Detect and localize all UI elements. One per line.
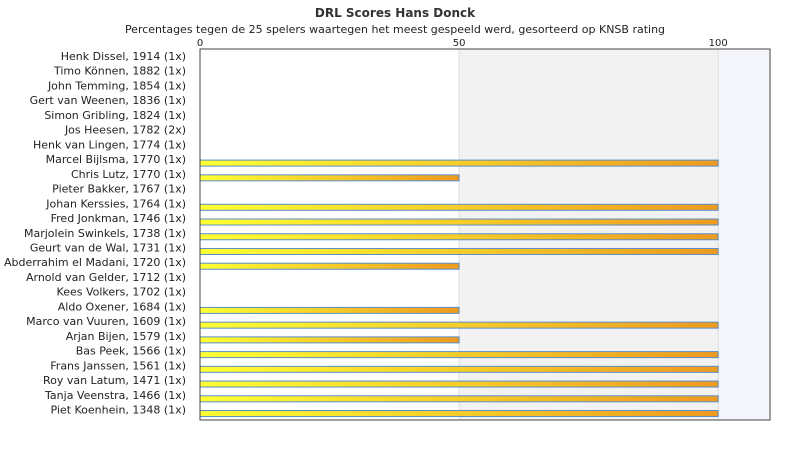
category-label: Arjan Bijen, 1579 (1x) bbox=[66, 330, 186, 343]
category-label: Marcel Bijlsma, 1770 (1x) bbox=[46, 153, 186, 166]
bar bbox=[199, 262, 460, 270]
bar bbox=[199, 218, 719, 226]
category-label: Arnold van Gelder, 1712 (1x) bbox=[26, 271, 186, 284]
x-axis-ticks: 0 50 100 bbox=[197, 38, 728, 49]
x-tick-label: 100 bbox=[709, 38, 728, 49]
category-label: Henk van Lingen, 1774 (1x) bbox=[33, 138, 186, 151]
chart-subtitle: Percentages tegen de 25 spelers waartege… bbox=[125, 23, 665, 36]
category-label: Bas Peek, 1566 (1x) bbox=[76, 345, 186, 358]
background-band bbox=[718, 49, 770, 420]
category-label: Aldo Oxener, 1684 (1x) bbox=[58, 300, 186, 313]
category-label: Gert van Weenen, 1836 (1x) bbox=[30, 94, 186, 107]
bar bbox=[199, 336, 460, 344]
category-labels: Henk Dissel, 1914 (1x) Timo Können, 1882 … bbox=[4, 50, 186, 417]
category-label: Fred Jonkman, 1746 (1x) bbox=[51, 212, 186, 225]
bar bbox=[199, 233, 719, 241]
bar bbox=[199, 306, 460, 314]
category-label: Piet Koenhein, 1348 (1x) bbox=[50, 404, 186, 417]
category-label: Abderrahim el Madani, 1720 (1x) bbox=[4, 256, 186, 269]
x-tick-label: 0 bbox=[197, 38, 203, 49]
category-label: Tanja Veenstra, 1466 (1x) bbox=[44, 389, 186, 402]
category-label: Johan Kerssies, 1764 (1x) bbox=[45, 197, 186, 210]
bars bbox=[199, 159, 719, 418]
bar bbox=[199, 174, 460, 182]
x-tick-label: 50 bbox=[453, 38, 466, 49]
category-label: Frans Janssen, 1561 (1x) bbox=[50, 359, 186, 372]
bar bbox=[199, 395, 719, 403]
category-label: Marco van Vuuren, 1609 (1x) bbox=[26, 315, 186, 328]
category-label: Timo Können, 1882 (1x) bbox=[53, 65, 186, 78]
category-label: Roy van Latum, 1471 (1x) bbox=[43, 374, 186, 387]
category-label: Chris Lutz, 1770 (1x) bbox=[71, 168, 186, 181]
chart-title: DRL Scores Hans Donck bbox=[315, 6, 476, 20]
category-label: Pieter Bakker, 1767 (1x) bbox=[52, 183, 186, 196]
category-label: Henk Dissel, 1914 (1x) bbox=[61, 50, 186, 63]
bar bbox=[199, 159, 719, 167]
category-label: Geurt van de Wal, 1731 (1x) bbox=[30, 241, 186, 254]
bar bbox=[199, 321, 719, 329]
category-label: Jos Heesen, 1782 (2x) bbox=[64, 124, 186, 137]
bar bbox=[199, 380, 719, 388]
category-label: Kees Volkers, 1702 (1x) bbox=[57, 286, 186, 299]
bar bbox=[199, 351, 719, 359]
bar bbox=[199, 410, 719, 418]
bar bbox=[199, 365, 719, 373]
category-label: Marjolein Swinkels, 1738 (1x) bbox=[24, 227, 186, 240]
bar bbox=[199, 247, 719, 255]
plot-frame bbox=[199, 48, 771, 421]
category-label: Simon Gribling, 1824 (1x) bbox=[44, 109, 186, 122]
category-label: John Temming, 1854 (1x) bbox=[47, 79, 186, 92]
bar bbox=[199, 203, 719, 211]
